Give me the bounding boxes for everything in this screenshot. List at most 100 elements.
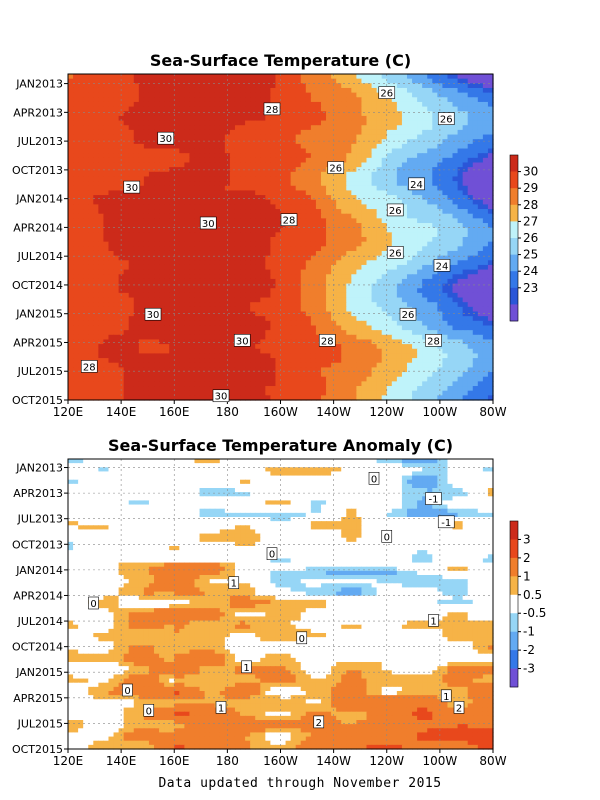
field-cell: [462, 143, 469, 150]
field-cell: [467, 223, 474, 229]
field-cell: [432, 274, 438, 280]
field-cell: [68, 162, 74, 168]
field-cell: [78, 237, 84, 243]
field-cell: [341, 274, 347, 280]
field-cell: [351, 97, 357, 103]
field-cell: [422, 148, 428, 154]
field-cell: [108, 185, 115, 192]
field-cell: [240, 167, 246, 173]
field-cell: [174, 344, 180, 350]
field-cell: [159, 101, 165, 108]
field-cell: [477, 171, 484, 178]
field-cell: [184, 237, 191, 243]
field-cell: [240, 237, 246, 243]
field-cell: [376, 199, 383, 205]
field-cell: [245, 218, 251, 224]
field-cell: [477, 250, 484, 257]
field-cell: [417, 283, 423, 289]
field-cell: [452, 181, 459, 187]
field-cell: [88, 316, 94, 322]
field-cell: [361, 316, 368, 322]
field-cell: [442, 213, 449, 219]
field-cell: [68, 348, 74, 355]
field-cell: [300, 325, 307, 331]
field-cell: [477, 101, 484, 108]
field-cell: [452, 292, 459, 299]
field-cell: [113, 306, 120, 313]
field-cell: [336, 181, 342, 187]
field-cell: [118, 125, 125, 131]
field-cell: [432, 181, 438, 187]
field-cell: [285, 330, 292, 336]
field-cell: [194, 83, 201, 89]
field-cell: [285, 292, 292, 299]
field-cell: [123, 311, 130, 317]
field-cell: [224, 101, 231, 108]
field-cell: [366, 87, 373, 94]
field-cell: [240, 246, 246, 252]
field-cell: [300, 292, 307, 299]
field-cell: [295, 344, 302, 350]
field-cell: [315, 162, 322, 168]
field-cell: [341, 148, 347, 154]
field-cell: [417, 237, 423, 243]
field-cell: [336, 339, 342, 345]
field-cell: [88, 78, 94, 84]
field-cell: [275, 246, 282, 252]
field-cell: [209, 274, 216, 280]
field-cell: [143, 339, 150, 345]
field-cell: [285, 92, 292, 98]
field-cell: [427, 185, 433, 192]
field-cell: [462, 306, 469, 313]
field-cell: [154, 181, 160, 187]
field-cell: [305, 176, 312, 182]
field-cell: [103, 223, 110, 229]
field-cell: [280, 250, 287, 257]
field-cell: [179, 176, 185, 182]
field-cell: [331, 78, 337, 84]
field-cell: [285, 106, 292, 112]
field-cell: [467, 111, 474, 117]
field-cell: [462, 292, 469, 299]
field-cell: [159, 120, 165, 126]
field-cell: [255, 115, 261, 122]
field-cell: [78, 241, 84, 247]
field-cell: [88, 339, 94, 345]
field-cell: [143, 218, 150, 224]
field-cell: [113, 134, 120, 140]
field-cell: [169, 250, 175, 257]
field-cell: [159, 157, 165, 164]
field-cell: [245, 176, 251, 182]
field-cell: [209, 264, 216, 271]
field-cell: [118, 97, 125, 103]
field-cell: [477, 237, 484, 243]
field-cell: [442, 209, 449, 215]
field-cell: [315, 339, 322, 345]
field-cell: [285, 87, 292, 94]
field-cell: [194, 185, 201, 192]
field-cell: [270, 237, 277, 243]
field-cell: [295, 218, 302, 224]
field-cell: [154, 199, 160, 205]
field-cell: [154, 139, 160, 145]
field-cell: [219, 348, 226, 355]
field-cell: [432, 185, 438, 192]
field-cell: [255, 129, 261, 136]
field-cell: [361, 162, 368, 168]
field-cell: [174, 339, 180, 345]
field-cell: [310, 250, 317, 257]
field-cell: [214, 218, 221, 224]
field-cell: [391, 213, 398, 219]
field-cell: [275, 190, 282, 196]
field-cell: [270, 311, 277, 317]
field-cell: [406, 83, 413, 89]
field-cell: [331, 106, 337, 112]
field-cell: [346, 139, 352, 145]
field-cell: [270, 288, 277, 294]
field-cell: [229, 120, 236, 126]
field-cell: [305, 171, 312, 178]
field-cell: [391, 330, 398, 336]
field-cell: [265, 325, 271, 331]
field-cell: [457, 87, 464, 94]
field-cell: [361, 213, 368, 219]
